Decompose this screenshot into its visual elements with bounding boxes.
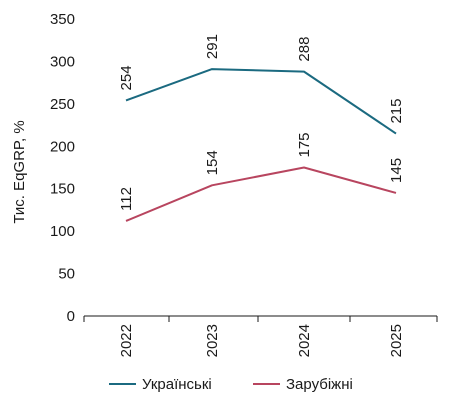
y-tick-label: 300	[50, 53, 75, 70]
data-label: 288	[296, 37, 313, 62]
data-label: 145	[388, 158, 405, 183]
data-label: 112	[118, 187, 135, 211]
x-tick-label: 2022	[118, 324, 135, 357]
legend: Українські Зарубіжні	[109, 376, 353, 393]
x-tick-label: 2025	[388, 324, 405, 357]
y-tick-label: 350	[50, 11, 75, 28]
y-axis-title: Тис. EqGRP, %	[11, 120, 28, 223]
y-tick-label: 100	[50, 223, 75, 240]
y-axis: 0 50 100 150 200 250 300 350	[50, 11, 75, 325]
x-axis: 2022 2023 2024 2025	[83, 316, 438, 357]
x-tick-label: 2023	[204, 324, 221, 357]
y-tick-label: 200	[50, 138, 75, 155]
data-label: 254	[118, 65, 135, 90]
legend-label-1: Зарубіжні	[286, 376, 353, 393]
series-line-1	[125, 166, 397, 222]
data-label: 291	[204, 34, 221, 59]
series-layer: 254 291 288 215 112 154 175 145	[118, 34, 405, 222]
y-tick-label: 250	[50, 96, 75, 113]
y-tick-label: 150	[50, 181, 75, 198]
data-label: 215	[388, 99, 405, 124]
series-line-0	[125, 68, 397, 135]
data-label: 154	[204, 150, 221, 175]
x-tick-label: 2024	[296, 324, 313, 357]
y-tick-label: 0	[67, 308, 75, 325]
legend-label-0: Українські	[142, 376, 212, 393]
data-label: 175	[296, 132, 313, 157]
y-tick-label: 50	[58, 266, 75, 283]
